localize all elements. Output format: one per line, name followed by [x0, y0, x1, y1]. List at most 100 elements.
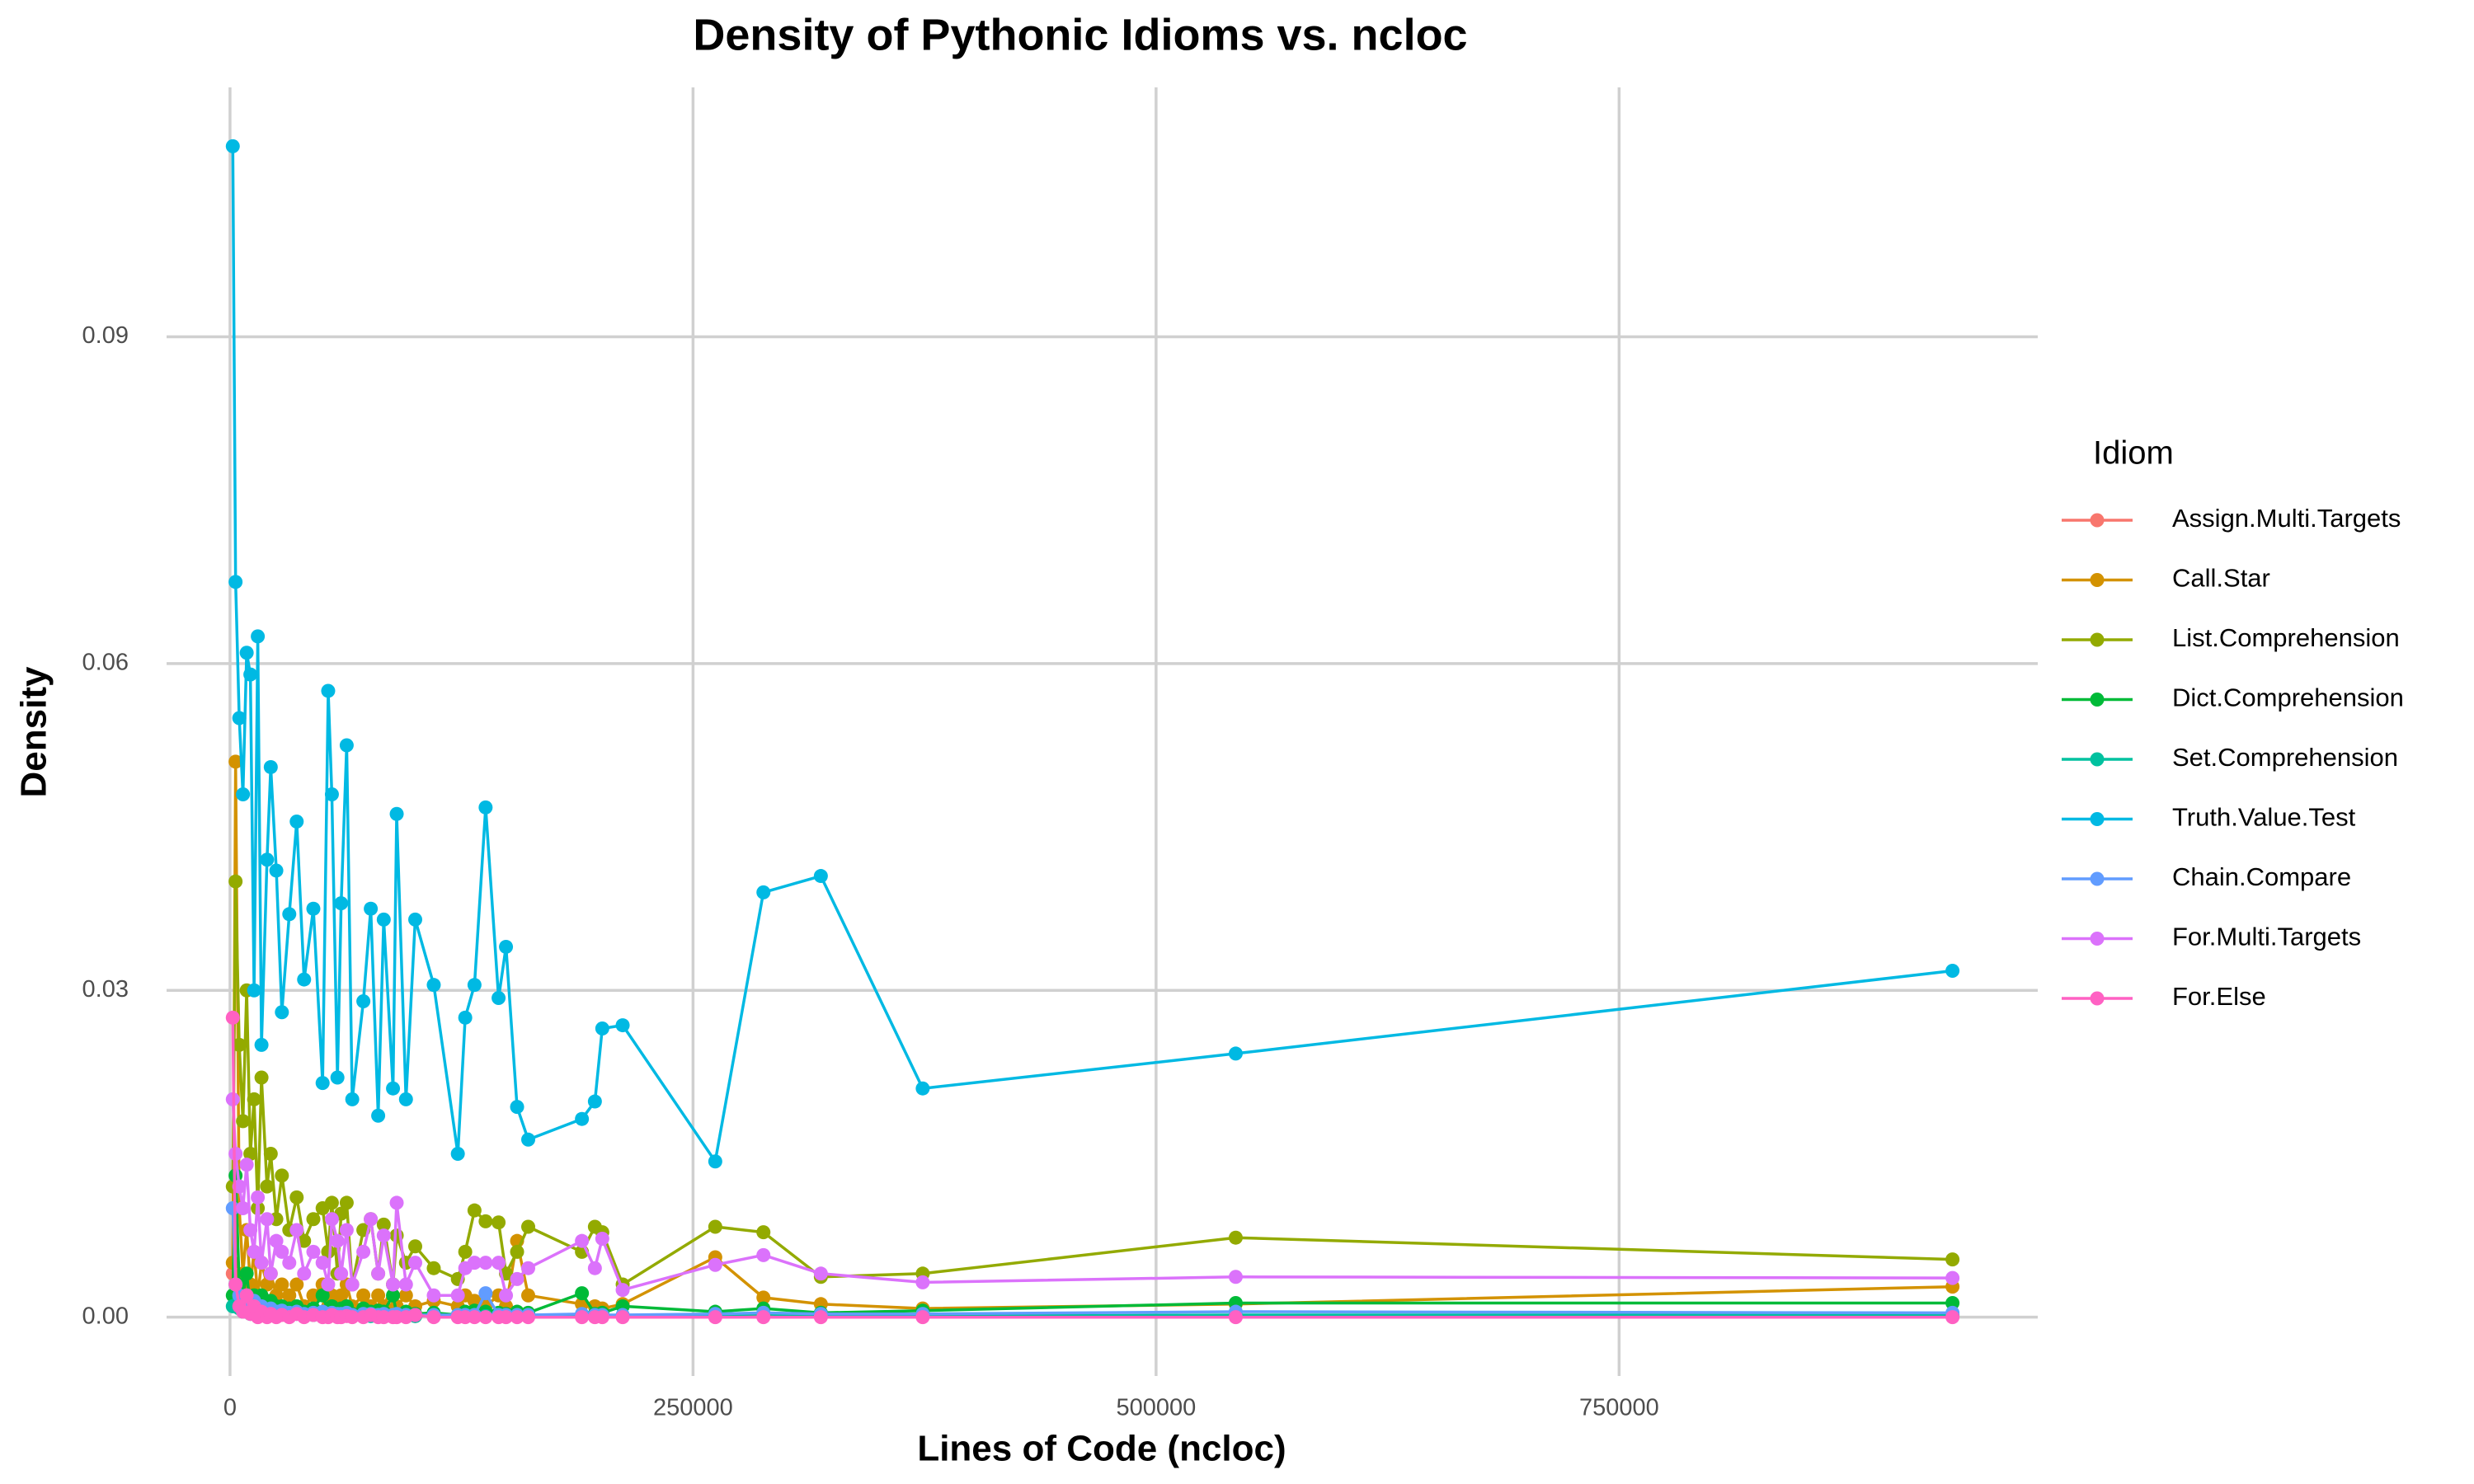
data-point	[324, 787, 339, 801]
data-point	[306, 1212, 321, 1227]
data-point	[315, 1256, 330, 1270]
data-point	[478, 1286, 493, 1301]
x-tick-label: 0	[223, 1395, 237, 1421]
legend-key-point	[2090, 693, 2105, 707]
data-point	[467, 1256, 482, 1270]
y-axis-title: Density	[14, 666, 54, 797]
data-point	[510, 1310, 524, 1325]
y-tick-label: 0.00	[82, 1303, 129, 1329]
chart-title: Density of Pythonic Idioms vs. ncloc	[693, 10, 1467, 59]
data-point	[467, 1294, 482, 1308]
legend-label: For.Else	[2172, 982, 2266, 1011]
data-point	[275, 1277, 289, 1292]
data-point	[398, 1092, 413, 1106]
data-point	[467, 1203, 482, 1218]
data-point	[708, 1154, 722, 1169]
data-point	[239, 1288, 254, 1303]
legend-key-point	[2090, 573, 2105, 587]
data-point	[364, 901, 379, 916]
data-point	[334, 896, 349, 911]
data-point	[324, 1195, 339, 1210]
data-point	[263, 1266, 278, 1281]
data-point	[426, 1288, 441, 1303]
data-point	[389, 806, 404, 821]
data-point	[756, 1247, 771, 1262]
data-point	[334, 1266, 349, 1281]
data-point	[595, 1021, 609, 1036]
data-point	[356, 1244, 371, 1259]
data-point	[1228, 1046, 1243, 1061]
data-point	[289, 1277, 304, 1292]
legend-label: Chain.Compare	[2172, 862, 2351, 891]
data-point	[1945, 1310, 1960, 1325]
data-point	[289, 1223, 304, 1237]
data-point	[275, 1168, 289, 1183]
series	[225, 1092, 1960, 1303]
data-point	[260, 1277, 275, 1292]
data-point	[306, 901, 321, 916]
data-point	[1228, 1310, 1243, 1325]
data-point	[813, 1266, 828, 1281]
data-point	[228, 754, 243, 769]
data-point	[510, 1271, 524, 1286]
data-point	[225, 1010, 240, 1025]
data-point	[254, 1256, 269, 1270]
data-point	[247, 1244, 261, 1259]
x-tick-label: 750000	[1579, 1395, 1659, 1421]
data-point	[282, 1288, 297, 1303]
data-point	[1228, 1270, 1243, 1284]
data-point	[386, 1288, 401, 1303]
data-point	[364, 1212, 379, 1227]
y-tick-label: 0.09	[82, 322, 129, 349]
data-point	[243, 1223, 258, 1237]
data-point	[371, 1266, 386, 1281]
data-point	[236, 1114, 251, 1129]
data-point	[260, 1179, 275, 1194]
data-point	[269, 1233, 284, 1248]
legend-key-point	[2090, 632, 2105, 647]
data-point	[408, 1256, 423, 1270]
data-point	[492, 1256, 506, 1270]
data-point	[334, 1288, 349, 1303]
data-point	[269, 863, 284, 878]
data-point	[575, 1111, 590, 1126]
data-point	[521, 1261, 536, 1275]
legend-label: Truth.Value.Test	[2172, 803, 2356, 832]
data-point	[426, 1310, 441, 1325]
data-point	[467, 978, 482, 993]
data-point	[521, 1132, 536, 1147]
series	[225, 754, 1960, 1316]
data-point	[228, 1277, 243, 1292]
data-point	[339, 1223, 354, 1237]
legend-key-point	[2090, 991, 2105, 1006]
data-point	[260, 852, 275, 867]
data-point	[756, 1290, 771, 1305]
data-point	[297, 972, 312, 987]
data-point	[376, 1217, 391, 1232]
data-point	[521, 1310, 536, 1325]
data-point	[408, 1308, 423, 1322]
data-point	[408, 1239, 423, 1254]
data-point	[1228, 1230, 1243, 1245]
y-tick-label: 0.06	[82, 650, 129, 676]
data-point	[376, 1228, 391, 1243]
data-point	[813, 869, 828, 884]
data-point	[263, 759, 278, 774]
data-point	[251, 629, 266, 644]
data-point	[330, 1070, 345, 1085]
data-point	[371, 1108, 386, 1123]
data-point	[263, 1146, 278, 1161]
data-point	[1945, 1270, 1960, 1285]
data-point	[756, 1310, 771, 1325]
data-point	[756, 1225, 771, 1240]
data-point	[236, 787, 251, 801]
legend-key-point	[2090, 812, 2105, 826]
data-point	[247, 983, 261, 998]
data-point	[615, 1018, 630, 1033]
data-point	[478, 1310, 493, 1325]
data-point	[254, 1037, 269, 1052]
data-point	[260, 1212, 275, 1227]
data-point	[321, 683, 336, 698]
data-point	[450, 1146, 465, 1161]
data-point	[1945, 964, 1960, 979]
